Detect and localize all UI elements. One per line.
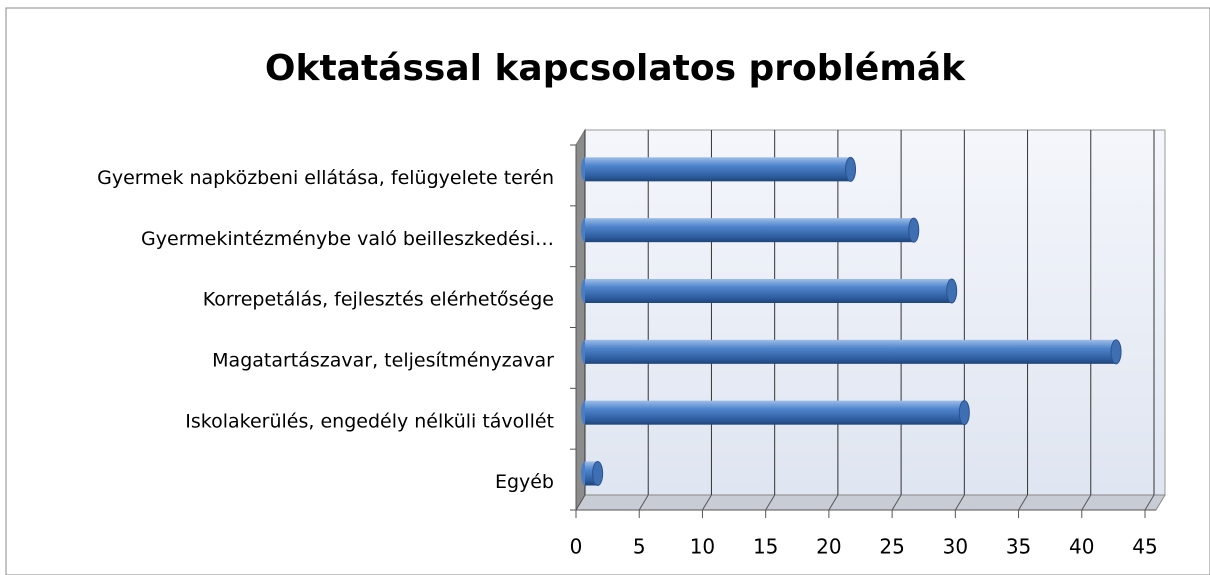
x-tick-label: 20	[816, 535, 841, 559]
side-wall	[575, 128, 586, 512]
bar	[581, 278, 958, 304]
x-tick-label: 30	[943, 535, 968, 559]
grid-line	[638, 494, 649, 511]
y-tick-label: Iskolakerülés, engedély nélküli távollét	[185, 410, 554, 432]
x-tick-label: 5	[633, 535, 646, 559]
grid-line	[702, 494, 712, 511]
x-tick-label: 35	[1006, 535, 1031, 559]
floor	[575, 494, 1166, 511]
grid-line	[1018, 494, 1028, 511]
back-wall	[584, 129, 1166, 496]
x-tick-label: 45	[1132, 535, 1157, 559]
grid-line	[1081, 494, 1092, 511]
bar	[581, 461, 604, 486]
bar	[581, 217, 920, 243]
y-tick-label: Korrepetálás, fejlesztés elérhetősége	[203, 289, 554, 311]
bar	[581, 400, 970, 426]
grid-line	[828, 494, 839, 511]
grid-line	[765, 494, 776, 511]
y-tick-label: Gyermek napközbeni ellátása, felügyelete…	[97, 167, 554, 189]
x-tick-label: 25	[879, 535, 904, 559]
y-tick-label: Egyéb	[495, 471, 554, 493]
grid-line	[575, 494, 586, 511]
grid-line	[954, 494, 965, 511]
x-tick-label: 15	[753, 535, 778, 559]
bar	[581, 156, 857, 182]
y-tick-label: Gyermekintézménybe való beilleszkedési…	[141, 228, 554, 250]
bar	[581, 339, 1122, 365]
x-tick-label: 40	[1069, 535, 1094, 559]
chart-title: Oktatással kapcsolatos problémák	[265, 48, 966, 89]
x-tick-label: 0	[570, 535, 583, 559]
grid-line	[1144, 494, 1155, 511]
x-tick-label: 10	[690, 535, 715, 559]
y-tick-label: Magatartászavar, teljesítményzavar	[212, 349, 554, 371]
grid-line	[891, 494, 902, 511]
